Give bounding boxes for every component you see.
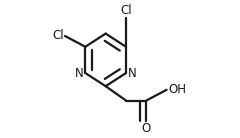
- Text: Cl: Cl: [52, 30, 64, 43]
- Text: OH: OH: [168, 83, 186, 96]
- Text: N: N: [75, 67, 84, 79]
- Text: Cl: Cl: [120, 4, 132, 17]
- Text: N: N: [127, 67, 136, 79]
- Text: O: O: [142, 122, 151, 135]
